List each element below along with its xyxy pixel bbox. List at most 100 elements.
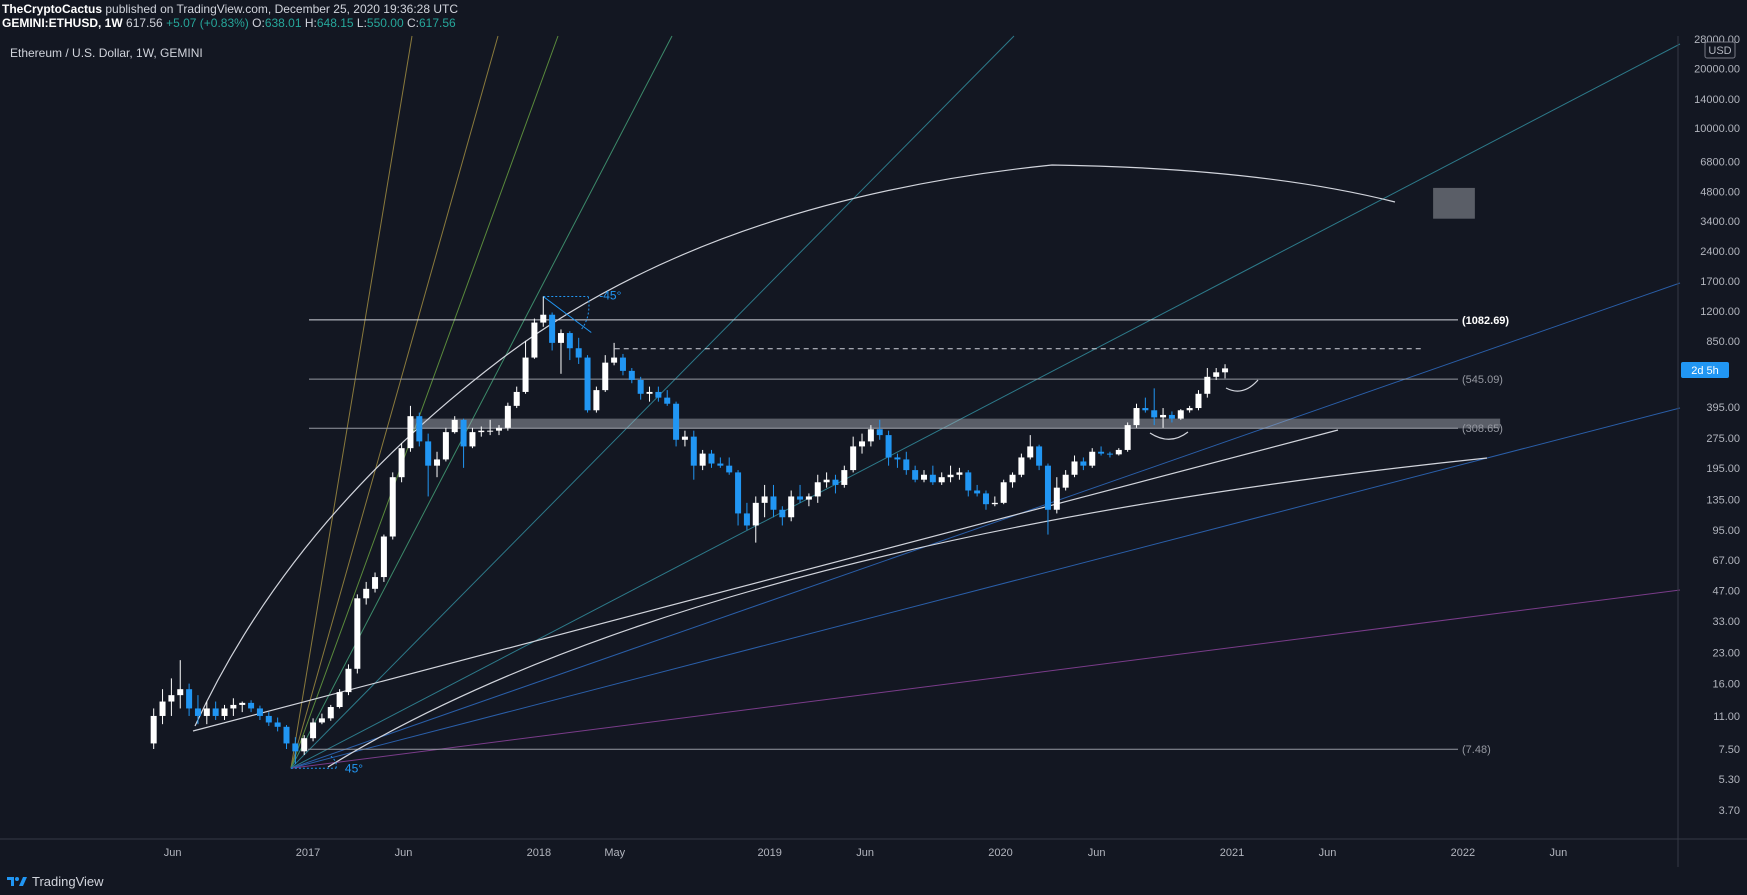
long-term-trendline: [192, 429, 1339, 732]
time-axis[interactable]: Jun 2017 Jun 2018 May 2019 Jun 2020 Jun 2021 Jun 20…: [164, 847, 1567, 859]
candle-body: [1124, 425, 1131, 450]
candle-body: [1213, 372, 1220, 377]
candle-body: [372, 577, 379, 589]
time-tick-label: 2019: [757, 847, 781, 859]
fan-line-7: [290, 407, 1681, 769]
candle-body: [805, 496, 812, 500]
candle-body: [673, 403, 680, 440]
time-tick-label: Jun: [395, 847, 413, 859]
candle-body: [495, 427, 502, 431]
candle-body: [974, 490, 981, 494]
candle-body: [982, 493, 989, 505]
parabolic-arc-curve: [194, 164, 1396, 727]
chart-header: TheCryptoCactus published on TradingView…: [0, 0, 1747, 36]
candle-body: [230, 704, 237, 709]
price-tick-label: 1700.00: [1700, 276, 1740, 288]
candle-body: [363, 588, 370, 599]
time-tick-label: Jun: [164, 847, 182, 859]
last-price: 617.56: [126, 16, 163, 30]
candle-body: [602, 362, 609, 391]
candle-body: [850, 446, 857, 471]
horizontal-level-label: (545.09): [1462, 374, 1503, 386]
drawing-labels-layer: (1082.69) (545.09) (308.65) (7.48) -45° 45°: [345, 289, 1510, 776]
candle-body: [938, 477, 945, 483]
candle-body: [690, 436, 697, 466]
candle-body: [628, 370, 635, 380]
candle-body: [1168, 414, 1175, 419]
candle-body: [1053, 487, 1060, 510]
price-tick-label: 395.00: [1706, 402, 1740, 414]
price-tick-label: 5.30: [1719, 774, 1740, 786]
candle-body: [956, 472, 963, 475]
candle-body: [637, 379, 644, 394]
candle-body: [1160, 414, 1167, 418]
candle-body: [434, 459, 441, 466]
candle-body: [859, 441, 866, 447]
price-tick-label: 135.00: [1706, 495, 1740, 507]
candle-body: [593, 390, 600, 411]
publisher-name[interactable]: TheCryptoCactus: [2, 2, 103, 16]
countdown-badge: 2d 5h: [1681, 362, 1729, 378]
candle-body: [752, 502, 759, 526]
candle-body: [248, 702, 255, 709]
time-tick-label: Jun: [856, 847, 874, 859]
candle-body: [1151, 410, 1158, 418]
candle-body: [336, 692, 343, 708]
fan-line-8: [290, 589, 1681, 769]
candle-body: [442, 432, 449, 460]
candle-body: [611, 357, 618, 363]
price-tick-label: 1200.00: [1700, 306, 1740, 318]
candle-body: [239, 702, 246, 705]
fan-line-1: [290, 35, 499, 769]
low-label: L:: [356, 16, 367, 30]
countdown-label: 2d 5h: [1691, 365, 1719, 377]
time-tick-label: May: [604, 847, 625, 859]
price-tick-label: 16.00: [1712, 679, 1740, 691]
price-tick-label: 33.00: [1712, 616, 1740, 628]
candle-body: [867, 429, 874, 442]
candle-body: [788, 496, 795, 518]
horizontal-level-label: (308.65): [1462, 423, 1503, 435]
horizontal-level-label: (7.48): [1462, 744, 1491, 756]
price-tick-label: 23.00: [1712, 647, 1740, 659]
candle-body: [425, 441, 432, 466]
candle-body: [876, 429, 883, 436]
candle-body: [575, 348, 582, 358]
price-chart[interactable]: (1082.69) (545.09) (308.65) (7.48) -45° 45° E…: [0, 0, 1747, 867]
fan-line-4: [290, 35, 1015, 769]
candle-body: [965, 472, 972, 491]
tradingview-logo[interactable]: TradingView: [6, 874, 104, 889]
candle-body: [451, 419, 458, 433]
price-axis[interactable]: 28000.0020000.0014000.0010000.006800.004…: [1694, 34, 1740, 817]
candle-body: [566, 333, 573, 349]
candle-body: [947, 474, 954, 478]
candle-body: [841, 470, 848, 485]
price-tick-label: 10000.00: [1694, 123, 1740, 135]
candle-body: [522, 357, 529, 392]
symbol-label: GEMINI:ETHUSD, 1W: [2, 16, 123, 30]
candle-body: [912, 470, 919, 480]
fan-line-6: [290, 282, 1681, 769]
candle-body: [557, 333, 564, 343]
candle-body: [1186, 408, 1193, 411]
candle-body: [1222, 368, 1229, 373]
fan-line-0: [290, 35, 413, 769]
ohlc-line: GEMINI:ETHUSD, 1W 617.56 +5.07 (+0.83%) …: [2, 16, 1747, 30]
time-tick-label: Jun: [1319, 847, 1337, 859]
candle-body: [903, 459, 910, 471]
candle-body: [1000, 482, 1007, 503]
currency-label: USD: [1708, 45, 1731, 57]
candle-body: [726, 465, 733, 473]
candle-body: [1036, 446, 1043, 466]
candle-body: [549, 314, 556, 343]
candle-body: [283, 726, 290, 744]
time-tick-label: 2017: [296, 847, 320, 859]
candle-body: [1106, 453, 1113, 455]
plot-background[interactable]: [0, 36, 1678, 839]
candle-body: [814, 482, 821, 497]
horizontal-level-label: (1082.69): [1462, 315, 1509, 327]
candle-body: [619, 357, 626, 371]
candle-body: [487, 430, 494, 432]
candle-body: [1018, 457, 1025, 475]
candle-body: [203, 708, 210, 716]
